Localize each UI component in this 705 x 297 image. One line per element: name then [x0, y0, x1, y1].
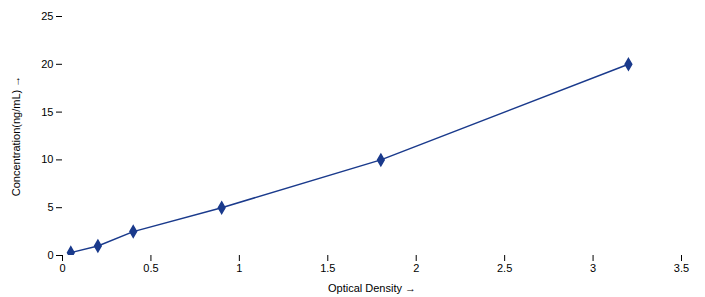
svg-text:15: 15	[41, 106, 53, 118]
svg-text:Concentration(ng/mL) →: Concentration(ng/mL) →	[10, 76, 22, 196]
svg-text:20: 20	[41, 58, 53, 70]
svg-text:3.5: 3.5	[674, 262, 689, 274]
svg-text:10: 10	[41, 153, 53, 165]
svg-text:5: 5	[47, 201, 53, 213]
svg-text:2.5: 2.5	[497, 262, 512, 274]
svg-text:0: 0	[47, 249, 53, 261]
svg-text:Optical Density →: Optical Density →	[328, 282, 416, 294]
svg-text:3: 3	[590, 262, 596, 274]
svg-text:1.5: 1.5	[320, 262, 335, 274]
svg-text:1: 1	[236, 262, 242, 274]
svg-text:0.5: 0.5	[143, 262, 158, 274]
svg-text:0: 0	[59, 262, 65, 274]
svg-text:2: 2	[413, 262, 419, 274]
svg-text:25: 25	[41, 10, 53, 22]
